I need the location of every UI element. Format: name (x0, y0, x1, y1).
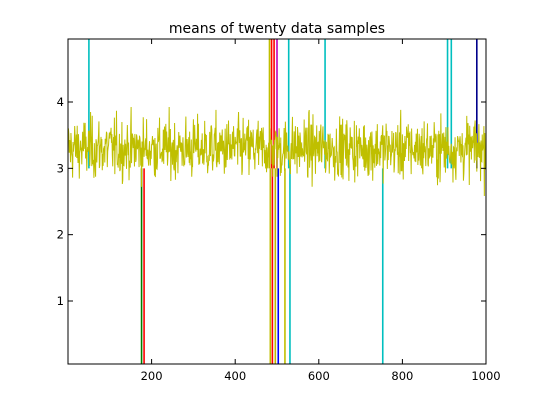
y-tick-label: 4 (57, 95, 64, 109)
x-tick-label: 800 (391, 369, 413, 383)
x-tick-label: 400 (224, 369, 246, 383)
x-tick-label: 1000 (471, 369, 500, 383)
series-line-main (68, 106, 486, 196)
x-tick-label: 600 (308, 369, 330, 383)
y-tick-label: 3 (57, 161, 64, 175)
chart-title: means of twenty data samples (168, 21, 386, 37)
x-tick-label: 200 (141, 369, 163, 383)
plot-frame (67, 38, 487, 365)
y-tick-label: 2 (57, 228, 64, 242)
y-tick-label: 1 (57, 294, 64, 308)
